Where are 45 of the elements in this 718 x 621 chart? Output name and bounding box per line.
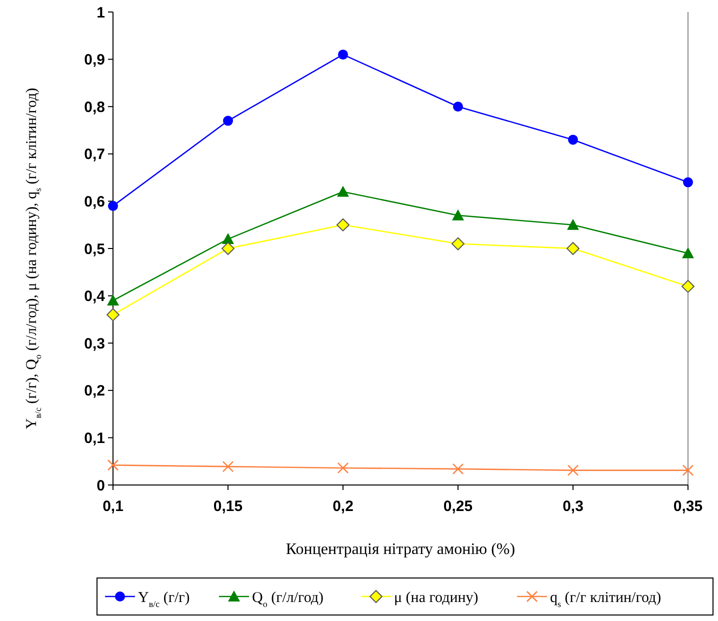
x-axis-title: Концентрація нітрату амонію (%) — [286, 541, 516, 558]
y-tick-label: 0,2 — [84, 382, 105, 400]
point — [682, 247, 694, 258]
x-tick-label: 0,25 — [443, 498, 473, 515]
point — [222, 242, 234, 255]
point — [336, 218, 350, 232]
point — [337, 462, 349, 474]
point — [452, 463, 464, 475]
point — [108, 200, 118, 211]
legend-label: Y$_{в/с}$ (г/г) — [138, 590, 190, 609]
y-tick-label: 0,7 — [84, 146, 105, 164]
point — [107, 294, 119, 306]
y-tick-label: 0,9 — [84, 52, 105, 69]
y-tick-label: 1 — [96, 4, 105, 22]
y-tick-label: 0,5 — [84, 240, 105, 258]
point — [566, 242, 580, 255]
point — [568, 134, 578, 145]
legend-label: q$_{s}$ (г/г клітин/год) — [550, 590, 662, 609]
y-tick-label: 0 — [96, 477, 105, 494]
point — [223, 116, 233, 126]
legend-label: Q$_{о}$ (г/л/год) — [252, 590, 324, 609]
y-tick-label: 0,6 — [84, 193, 105, 210]
x-tick-label: 0,2 — [332, 498, 354, 515]
x-tick-label: 0,35 — [673, 498, 703, 515]
x-tick-label: 0,3 — [562, 498, 584, 515]
x-tick-label: 0,15 — [213, 498, 243, 515]
point — [683, 177, 693, 188]
point — [338, 50, 348, 60]
legend-label: μ (на годину) — [394, 590, 478, 606]
point — [106, 308, 120, 322]
point — [453, 102, 463, 112]
point — [567, 464, 579, 476]
point — [682, 464, 694, 476]
point — [222, 460, 234, 472]
y-tick-label: 0,8 — [84, 98, 105, 116]
point — [222, 233, 234, 244]
point — [107, 459, 119, 471]
point — [682, 280, 694, 293]
point — [567, 218, 579, 230]
point — [337, 186, 349, 197]
y-tick-label: 0,4 — [84, 288, 106, 306]
point — [452, 209, 464, 220]
point — [452, 237, 464, 250]
y-tick-label: 0,3 — [84, 335, 105, 352]
y-tick-label: 0,1 — [84, 430, 105, 447]
